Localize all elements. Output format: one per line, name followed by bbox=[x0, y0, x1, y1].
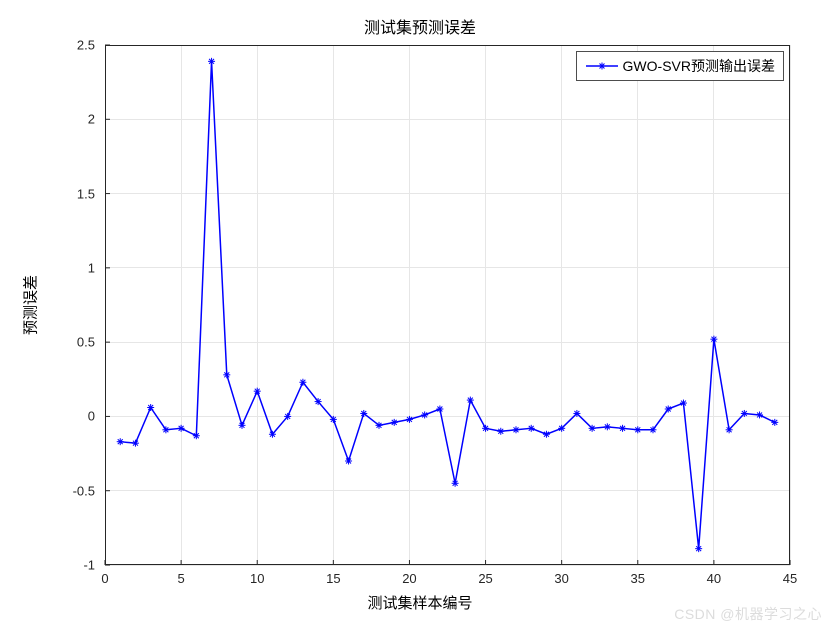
x-tick-label: 25 bbox=[478, 571, 492, 586]
y-tick-label: 1 bbox=[88, 260, 95, 275]
x-tick-label: 35 bbox=[631, 571, 645, 586]
legend-swatch bbox=[585, 58, 619, 74]
data-marker bbox=[208, 58, 215, 65]
data-marker bbox=[589, 425, 596, 432]
data-marker bbox=[284, 413, 291, 420]
chart-title: 测试集预测误差 bbox=[0, 14, 840, 38]
data-marker bbox=[543, 431, 550, 438]
data-marker bbox=[132, 440, 139, 447]
plot-svg bbox=[105, 45, 790, 565]
data-marker bbox=[558, 425, 565, 432]
data-marker bbox=[726, 426, 733, 433]
x-tick-label: 0 bbox=[101, 571, 108, 586]
data-marker bbox=[710, 336, 717, 343]
data-marker bbox=[513, 426, 520, 433]
x-tick-label: 45 bbox=[783, 571, 797, 586]
data-marker bbox=[269, 431, 276, 438]
data-marker bbox=[573, 410, 580, 417]
data-marker bbox=[650, 426, 657, 433]
axis-box bbox=[106, 46, 790, 565]
data-marker bbox=[695, 545, 702, 552]
data-marker bbox=[604, 423, 611, 430]
data-marker bbox=[345, 458, 352, 465]
y-tick-label: -1 bbox=[83, 558, 95, 573]
legend-label: GWO-SVR预测输出误差 bbox=[623, 56, 775, 76]
data-marker bbox=[680, 400, 687, 407]
x-tick-label: 40 bbox=[707, 571, 721, 586]
plot-area bbox=[105, 45, 790, 565]
data-marker bbox=[239, 422, 246, 429]
y-tick-label: 1.5 bbox=[77, 186, 95, 201]
x-tick-label: 30 bbox=[554, 571, 568, 586]
y-tick-label: -0.5 bbox=[73, 483, 95, 498]
data-marker bbox=[330, 416, 337, 423]
data-marker bbox=[360, 410, 367, 417]
y-axis-label: 预测误差 bbox=[20, 275, 41, 335]
data-marker bbox=[391, 419, 398, 426]
data-marker bbox=[299, 379, 306, 386]
y-tick-label: 0.5 bbox=[77, 335, 95, 350]
x-tick-label: 5 bbox=[177, 571, 184, 586]
data-marker bbox=[406, 416, 413, 423]
data-marker bbox=[482, 425, 489, 432]
data-marker bbox=[193, 432, 200, 439]
x-tick-label: 20 bbox=[402, 571, 416, 586]
data-marker bbox=[436, 406, 443, 413]
data-marker bbox=[376, 422, 383, 429]
data-marker bbox=[528, 425, 535, 432]
data-marker bbox=[117, 438, 124, 445]
data-marker bbox=[452, 480, 459, 487]
watermark: CSDN @机器学习之心 bbox=[674, 604, 822, 624]
data-marker bbox=[756, 411, 763, 418]
data-marker bbox=[771, 419, 778, 426]
data-marker bbox=[741, 410, 748, 417]
data-marker bbox=[315, 398, 322, 405]
y-tick-label: 0 bbox=[88, 409, 95, 424]
y-tick-label: 2 bbox=[88, 112, 95, 127]
y-tick-label: 2.5 bbox=[77, 38, 95, 53]
data-marker bbox=[147, 404, 154, 411]
data-marker bbox=[634, 426, 641, 433]
x-tick-label: 10 bbox=[250, 571, 264, 586]
series-line bbox=[120, 61, 775, 548]
chart-container: 测试集预测误差 测试集样本编号 预测误差 GWO-SVR预测输出误差 CSDN … bbox=[0, 0, 840, 630]
data-marker bbox=[665, 406, 672, 413]
data-marker bbox=[254, 388, 261, 395]
data-marker bbox=[497, 428, 504, 435]
data-marker bbox=[223, 371, 230, 378]
data-marker bbox=[421, 411, 428, 418]
legend: GWO-SVR预测输出误差 bbox=[576, 51, 784, 81]
data-marker bbox=[467, 397, 474, 404]
x-tick-label: 15 bbox=[326, 571, 340, 586]
data-marker bbox=[619, 425, 626, 432]
data-marker bbox=[162, 426, 169, 433]
data-marker bbox=[178, 425, 185, 432]
